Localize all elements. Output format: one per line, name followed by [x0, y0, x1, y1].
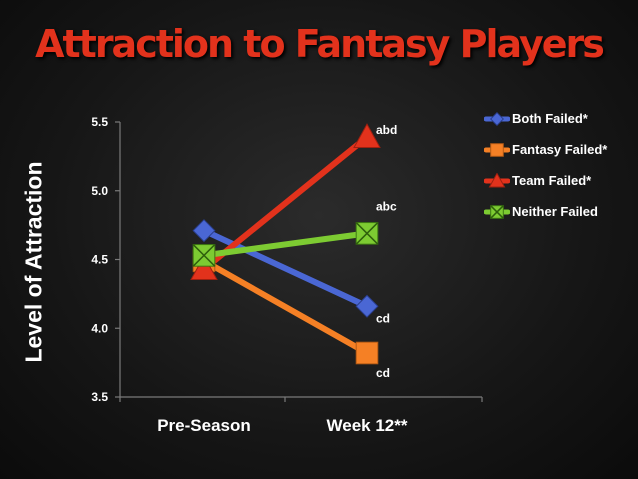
- legend-item: Team Failed*: [484, 172, 607, 189]
- square-marker: [355, 341, 379, 365]
- legend-item: Both Failed*: [484, 110, 607, 127]
- diamond-marker: [192, 219, 216, 243]
- x-square-marker-cross: [192, 244, 216, 267]
- series-line: [201, 134, 370, 273]
- triangle-marker: [353, 123, 381, 148]
- x-tick-label: Week 12**: [327, 416, 408, 435]
- significance-label: abd: [376, 123, 397, 137]
- x-square-marker-cross: [355, 222, 379, 245]
- square-marker: [490, 142, 504, 157]
- legend: Both Failed* Fantasy Failed* Team Failed* N…: [484, 110, 607, 234]
- y-tick-label: 5.0: [91, 184, 108, 198]
- triangle-marker: [488, 172, 506, 188]
- series-line: [201, 257, 370, 356]
- triangle-marker: [190, 255, 218, 280]
- y-tick-label: 4.0: [91, 321, 108, 335]
- legend-swatch: [484, 204, 510, 219]
- legend-item: Fantasy Failed*: [484, 141, 607, 158]
- series-line: [201, 230, 370, 259]
- diamond-marker: [489, 111, 505, 126]
- series-line: [201, 227, 370, 310]
- legend-item: Neither Failed: [484, 203, 607, 220]
- legend-swatch: [484, 111, 510, 126]
- legend-swatch: [484, 172, 510, 188]
- y-tick-label: 4.5: [91, 253, 108, 267]
- significance-label: cd: [376, 366, 390, 380]
- chart-title: Attraction to Fantasy Players: [35, 22, 605, 66]
- x-tick-label: Pre-Season: [157, 416, 251, 435]
- significance-label: cd: [376, 311, 390, 325]
- legend-label: Fantasy Failed*: [512, 142, 608, 157]
- legend-label: Neither Failed: [512, 204, 598, 219]
- legend-label: Team Failed*: [512, 173, 592, 188]
- legend-label: Both Failed*: [512, 111, 588, 126]
- y-tick-label: 3.5: [91, 390, 108, 404]
- y-tick-label: 5.5: [91, 115, 108, 129]
- x-square-marker-cross: [490, 204, 504, 219]
- legend-swatch: [484, 142, 510, 157]
- significance-label: abc: [376, 199, 397, 213]
- diamond-marker: [355, 294, 379, 318]
